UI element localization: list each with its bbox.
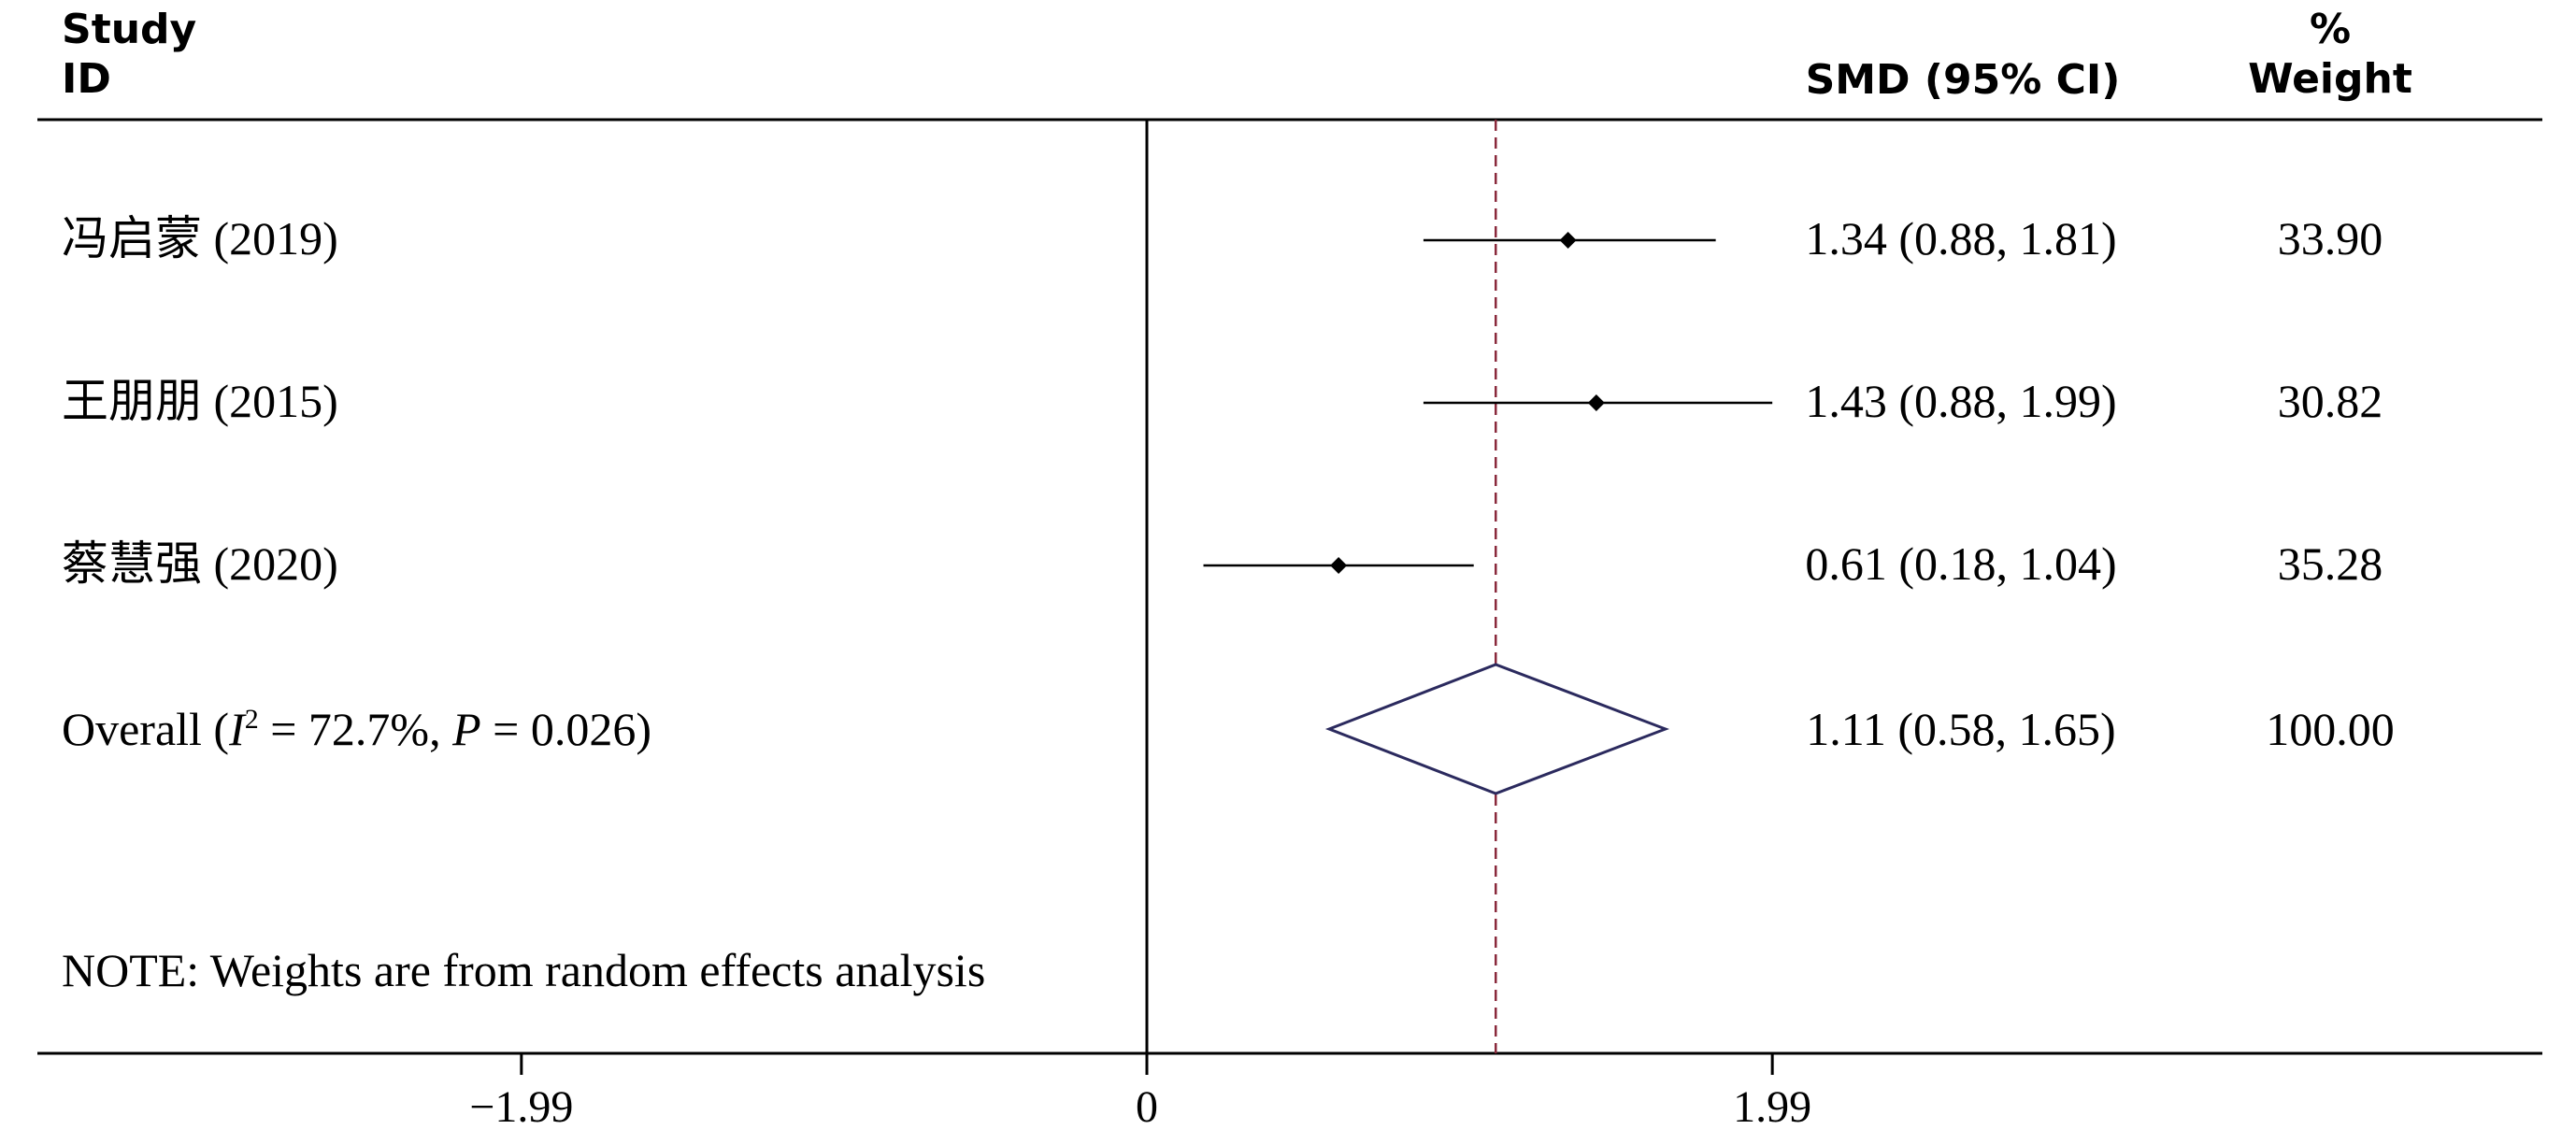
overall-diamond — [1324, 663, 1670, 795]
overall-ci-text: 1.11 (0.58, 1.65) — [1806, 703, 2115, 755]
p-symbol: P — [451, 703, 481, 755]
study-label: 冯启蒙 (2019) — [62, 212, 338, 265]
p-value: = 0.026) — [481, 703, 651, 755]
study-point-estimate — [1559, 232, 1577, 249]
study-ci-text: 1.43 (0.88, 1.99) — [1805, 375, 2116, 427]
header-weight: Weight — [2248, 55, 2412, 103]
study-row: 冯启蒙 (2019) 1.34 (0.88, 1.81) 33.90 — [62, 212, 2383, 265]
i-squared-value: = 72.7%, — [259, 703, 452, 755]
overall-label: Overall (I2 = 72.7%, P = 0.026) — [62, 703, 651, 755]
study-point-estimate — [1330, 557, 1348, 574]
header-weight-percent: % — [2310, 6, 2351, 53]
study-weight: 35.28 — [2278, 537, 2383, 590]
x-tick-label: 0 — [1136, 1082, 1158, 1132]
overall-weight: 100.00 — [2266, 703, 2395, 755]
study-point-estimate — [1587, 394, 1605, 411]
x-tick-label: −1.99 — [469, 1082, 573, 1132]
study-row: 蔡慧强 (2020) 0.61 (0.18, 1.04) 35.28 — [62, 537, 2383, 590]
study-ci-text: 0.61 (0.18, 1.04) — [1805, 537, 2116, 590]
study-label: 王朋朋 (2015) — [62, 375, 338, 427]
study-weight: 33.90 — [2278, 212, 2383, 265]
study-row: 王朋朋 (2015) 1.43 (0.88, 1.99) 30.82 — [62, 375, 2383, 427]
i-squared-symbol: I — [228, 703, 247, 755]
study-label: 蔡慧强 (2020) — [62, 537, 338, 590]
x-axis-ticks: −1.99 0 1.99 — [469, 1053, 1811, 1132]
overall-prefix: Overall ( — [62, 703, 229, 755]
study-ci-text: 1.34 (0.88, 1.81) — [1805, 212, 2116, 265]
header-study: Study — [62, 6, 196, 53]
i-squared-superscript: 2 — [245, 704, 259, 735]
study-weight: 30.82 — [2278, 375, 2383, 427]
header-id: ID — [62, 55, 111, 103]
x-tick-label: 1.99 — [1733, 1082, 1811, 1132]
header-effect: SMD (95% CI) — [1806, 56, 2121, 104]
study-rows: 冯启蒙 (2019) 1.34 (0.88, 1.81) 33.90 王朋朋 (201… — [62, 212, 2383, 590]
weights-note: NOTE: Weights are from random effects an… — [62, 944, 985, 996]
